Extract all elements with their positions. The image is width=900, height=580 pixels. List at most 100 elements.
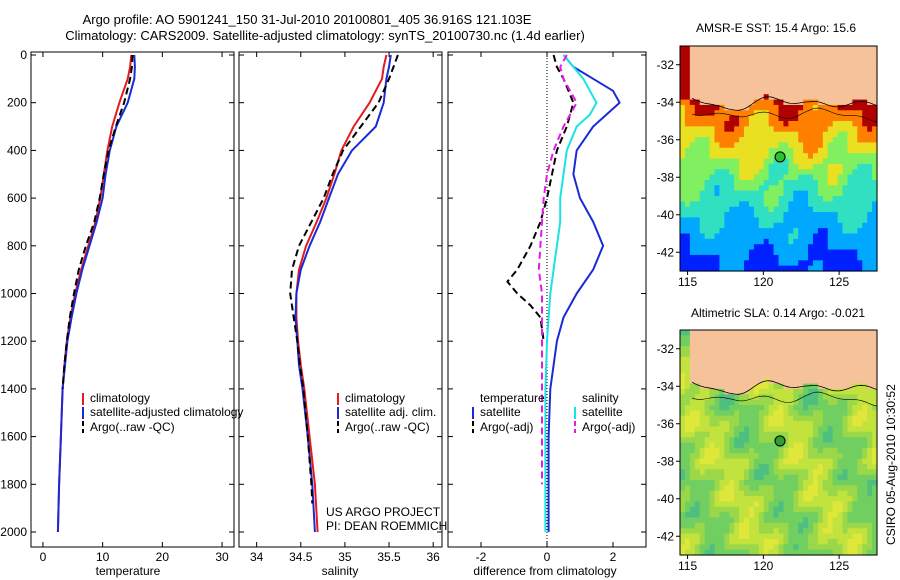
map-cell — [793, 335, 799, 342]
map-cell — [817, 437, 824, 444]
map-cell — [857, 126, 863, 133]
salinity-x-tick-label: 35.5 — [377, 550, 401, 564]
map-cell — [724, 126, 730, 133]
map-cell — [817, 335, 824, 342]
map-cell — [827, 383, 834, 390]
map-cell — [847, 185, 853, 192]
map-cell — [788, 265, 794, 272]
map-cell — [857, 147, 863, 154]
map-cell — [808, 549, 814, 556]
map-cell — [847, 174, 853, 181]
map-cell — [867, 56, 873, 63]
map-cell — [694, 46, 701, 52]
map-cell — [699, 153, 706, 160]
map-cell — [793, 480, 799, 486]
map-cell — [852, 104, 858, 111]
map-cell — [788, 367, 794, 374]
map-cell — [768, 506, 775, 513]
map-cell — [709, 94, 716, 101]
map-cell — [862, 399, 868, 406]
map-cell — [857, 94, 863, 101]
map-cell — [753, 137, 760, 144]
map-cell — [748, 528, 755, 535]
map-cell — [832, 147, 839, 154]
map-cell — [808, 544, 814, 551]
map-cell — [734, 426, 740, 433]
map-cell — [857, 158, 863, 165]
map-cell — [714, 190, 720, 197]
map-cell — [867, 142, 873, 149]
map-cell — [867, 351, 873, 358]
map-cell — [694, 383, 701, 390]
map-cell — [852, 415, 858, 422]
map-cell — [842, 238, 849, 245]
map-cell — [763, 399, 770, 406]
map-cell — [699, 110, 706, 117]
map-cell — [758, 115, 765, 122]
map-cell — [744, 410, 750, 417]
map-cell — [699, 372, 706, 379]
map-cell — [744, 260, 750, 267]
map-cell — [852, 490, 858, 497]
map-cell — [808, 522, 814, 529]
map-cell — [719, 399, 725, 406]
map-cell — [812, 99, 819, 106]
map-cell — [842, 131, 849, 138]
map-cell — [798, 121, 804, 127]
map-cell — [812, 501, 819, 508]
map-cell — [817, 496, 824, 503]
map-cell — [778, 549, 785, 556]
map-cell — [773, 549, 780, 556]
map-cell — [852, 163, 858, 170]
map-cell — [793, 126, 799, 133]
map-cell — [847, 88, 853, 95]
map-cell — [847, 437, 853, 444]
depth-tick-label: 0 — [20, 48, 27, 62]
map-cell — [758, 46, 765, 52]
map-cell — [724, 469, 730, 476]
map-cell — [867, 147, 873, 154]
map-cell — [842, 163, 849, 170]
map-cell — [832, 549, 839, 556]
map-cell — [808, 415, 814, 422]
map-cell — [694, 421, 701, 428]
map-cell — [827, 378, 834, 385]
map-cell — [808, 163, 814, 170]
map-cell — [734, 372, 740, 379]
map-cell — [832, 447, 839, 454]
map-cell — [832, 463, 839, 470]
map-cell — [827, 517, 834, 524]
map-cell — [808, 67, 814, 74]
map-cell — [709, 394, 716, 401]
map-cell — [867, 201, 873, 208]
map-cell — [783, 442, 789, 449]
map-cell — [822, 254, 829, 261]
map-cell — [827, 67, 834, 74]
map-cell — [734, 147, 740, 154]
map-cell — [778, 346, 785, 353]
map-cell — [729, 142, 735, 149]
map-cell — [862, 463, 868, 470]
map-cell — [808, 442, 814, 449]
map-cell — [694, 158, 701, 165]
map-cell — [827, 137, 834, 144]
map-cell — [714, 206, 720, 213]
map-cell — [872, 56, 878, 63]
map-cell — [694, 340, 701, 347]
map-cell — [847, 179, 853, 186]
map-cell — [714, 67, 720, 74]
map-cell — [709, 83, 716, 90]
map-cell — [729, 88, 735, 95]
map-cell — [798, 506, 804, 513]
map-cell — [793, 196, 799, 202]
map-cell — [748, 426, 755, 433]
map-cell — [734, 490, 740, 497]
map-cell — [827, 415, 834, 422]
map-cell — [748, 131, 755, 138]
map-cell — [734, 104, 740, 111]
map-cell — [709, 110, 716, 117]
map-cell — [857, 121, 863, 127]
map-cell — [704, 254, 711, 261]
salinity-x-tick-label: 35 — [338, 550, 352, 564]
map-cell — [699, 469, 706, 476]
